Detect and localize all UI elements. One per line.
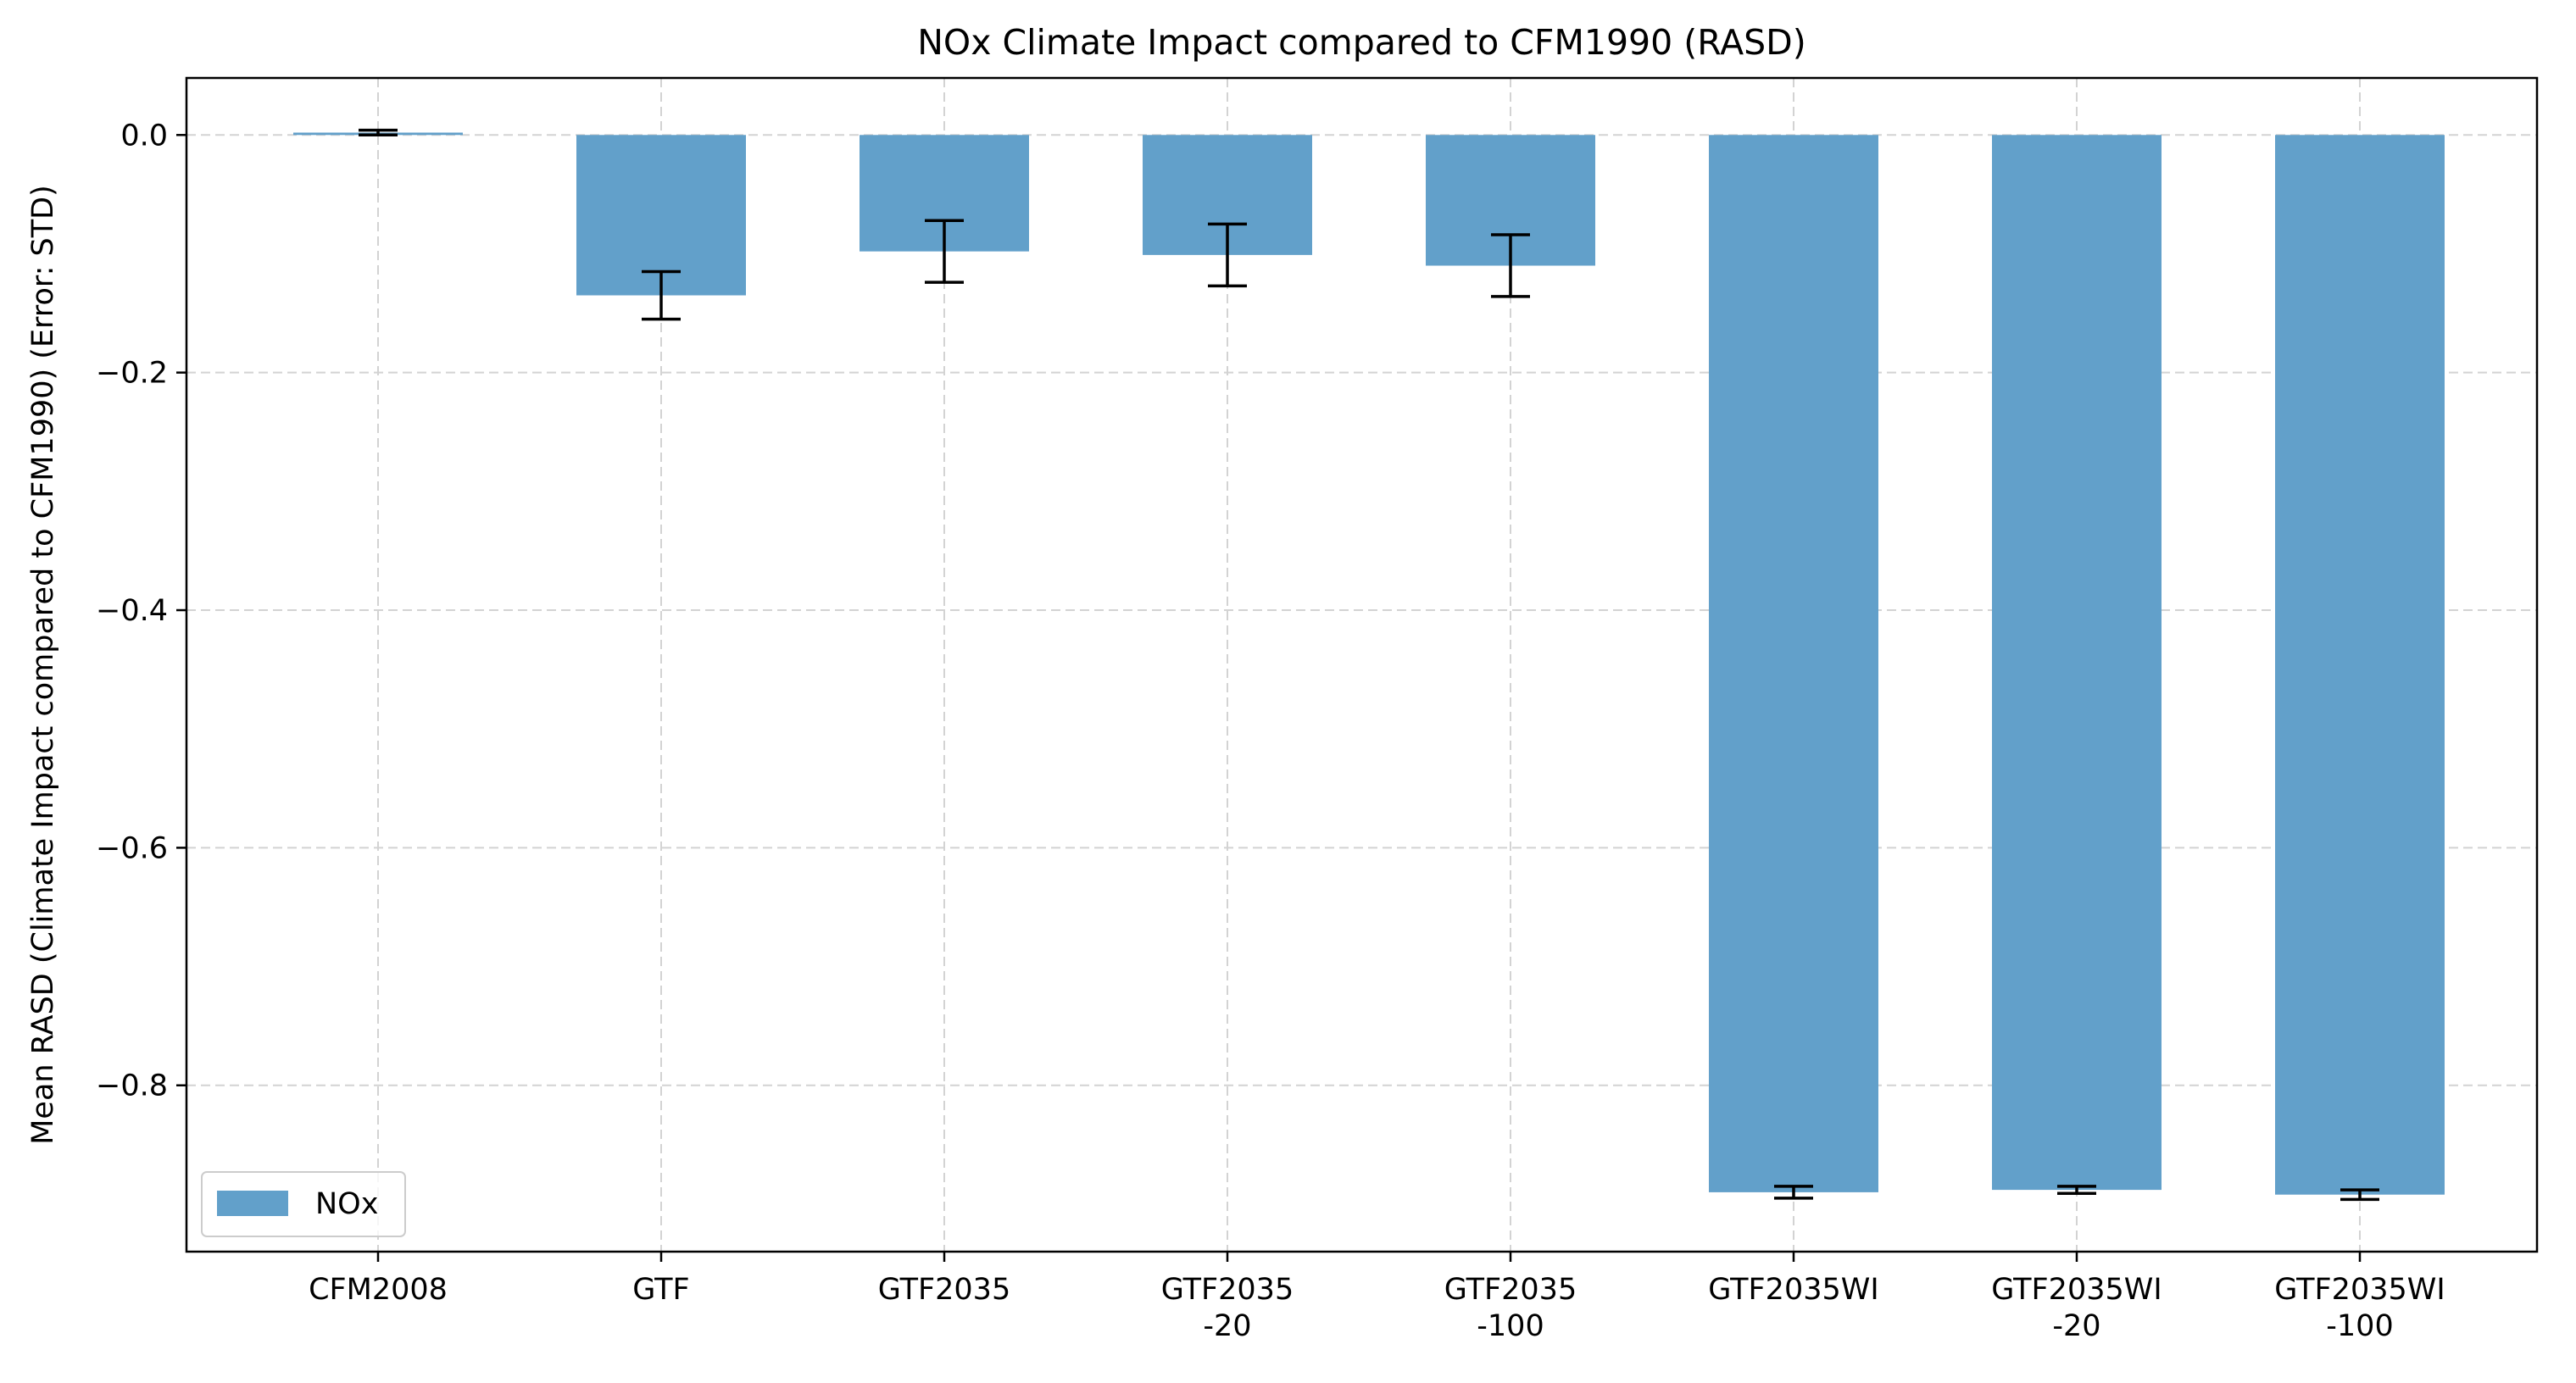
legend-box [201, 1171, 406, 1237]
error-bar [1491, 233, 1530, 298]
error-bar [642, 269, 681, 321]
x-tick-label-line: GTF [632, 1273, 689, 1307]
x-tick-label-line: GTF2035WI [1991, 1273, 2162, 1307]
x-tick-label: GTF2035WI -20 [1991, 1273, 2162, 1343]
x-tick-label-line: GTF2035WI [1708, 1273, 1878, 1307]
y-tick-label: −0.6 [96, 831, 168, 865]
x-tick-label-line: -100 [1477, 1309, 1544, 1343]
x-tick-label: CFM2008 [309, 1273, 448, 1307]
error-bar [1208, 222, 1247, 288]
x-tick-label-line: CFM2008 [309, 1273, 448, 1307]
y-tick-label: −0.2 [96, 357, 168, 391]
x-tick-label-line: -20 [2052, 1309, 2100, 1343]
bars [293, 132, 2445, 1195]
x-tick-label-line: -100 [2326, 1309, 2393, 1343]
x-tick-label: GTF [632, 1273, 689, 1307]
legend: NOx [201, 1171, 406, 1237]
error-bar [359, 128, 398, 137]
x-tick-label: GTF2035WI -100 [2274, 1273, 2445, 1343]
x-tick-label-line: GTF2035 [1161, 1273, 1294, 1307]
error-bar [2057, 1185, 2096, 1196]
error-bar [2340, 1188, 2379, 1202]
x-tick-label-line: -20 [1203, 1309, 1251, 1343]
x-tick-label-line: GTF2035 [1444, 1273, 1577, 1307]
y-tick-label: −0.4 [96, 594, 168, 628]
legend-swatch [217, 1191, 288, 1216]
y-tick-label: −0.8 [96, 1069, 168, 1103]
error-bar [1774, 1185, 1813, 1200]
legend-label: NOx [315, 1187, 378, 1221]
y-tick-label: 0.0 [120, 119, 168, 153]
x-tick-label-line: GTF2035WI [2274, 1273, 2445, 1307]
x-tick-label: GTF2035 [878, 1273, 1010, 1307]
x-tick-label: GTF2035WI [1708, 1273, 1878, 1307]
error-bars [359, 128, 2379, 1202]
bar [1709, 135, 1878, 1192]
chart-title: NOx Climate Impact compared to CFM1990 (… [917, 22, 1805, 63]
bar [576, 135, 746, 296]
x-tick-label-line: GTF2035 [878, 1273, 1010, 1307]
bar [1992, 135, 2162, 1191]
error-bar [925, 219, 964, 284]
x-tick-label: GTF2035 -20 [1161, 1273, 1294, 1343]
y-axis-label: Mean RASD (Climate Impact compared to CF… [26, 185, 60, 1145]
plot-frame [185, 76, 2539, 1253]
y-axis-ticks: 0.0 −0.2 −0.4 −0.6 −0.8 [96, 119, 186, 1103]
x-tick-label: GTF2035 -100 [1444, 1273, 1577, 1343]
bar [2275, 135, 2445, 1195]
